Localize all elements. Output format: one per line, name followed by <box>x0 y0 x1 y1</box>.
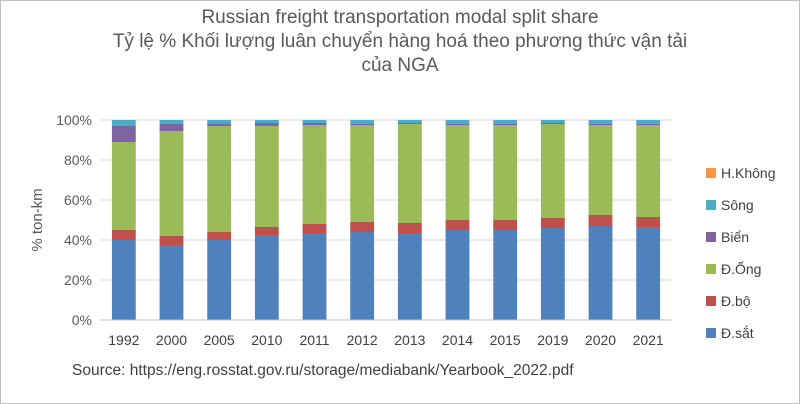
legend-swatch <box>706 328 716 338</box>
bar-segment <box>302 224 327 233</box>
bar-segment <box>302 125 327 224</box>
bar-segment <box>397 233 422 320</box>
bar-segment <box>588 125 613 215</box>
bar-segment <box>302 233 327 320</box>
legend-label: Biển <box>721 229 749 245</box>
x-tick-label: 2013 <box>394 332 425 348</box>
bar-segment <box>207 240 232 320</box>
bar-segment <box>588 215 613 226</box>
legend-swatch <box>706 296 716 306</box>
bar-segment <box>493 125 518 220</box>
bar-segment <box>445 124 470 125</box>
bar-segment <box>445 125 470 220</box>
bar-segment <box>207 126 232 232</box>
bar-segment <box>111 240 136 320</box>
legend-swatch <box>706 232 716 242</box>
bar-segment <box>207 124 232 126</box>
x-tick-label: 2020 <box>585 332 616 348</box>
bar-segment <box>111 120 136 126</box>
bar-segment <box>636 217 661 227</box>
bar-segment <box>254 235 279 320</box>
x-tick-label: 2010 <box>251 332 282 348</box>
bar-segment <box>159 245 184 320</box>
x-tick-label: 2019 <box>537 332 568 348</box>
bar-segment <box>636 125 661 217</box>
legend-label: Sông <box>721 197 754 213</box>
bar-segment <box>254 120 279 123</box>
bar-segment <box>636 124 661 125</box>
bar-segment <box>350 120 375 124</box>
y-axis-label: % ton-km <box>29 188 46 251</box>
bar-segment <box>350 222 375 232</box>
legend-swatch <box>706 200 716 210</box>
chart-title-line-1: Russian freight transportation modal spl… <box>201 7 599 28</box>
bar-segment <box>397 124 422 223</box>
bar-segment <box>159 131 184 236</box>
bar-segment <box>207 120 232 124</box>
y-tick-label: 100% <box>56 112 92 128</box>
bar-segment <box>111 230 136 240</box>
bar-segment <box>207 232 232 240</box>
bar-segment <box>636 227 661 320</box>
bar-segment <box>159 236 184 245</box>
bar-segment <box>540 228 565 320</box>
bar-segment <box>493 230 518 320</box>
bar-segment <box>445 220 470 230</box>
bar-segment <box>397 120 422 123</box>
bar-segment <box>350 124 375 125</box>
x-tick-label: 2012 <box>347 332 378 348</box>
legend-label: Đ.sắt <box>721 325 754 341</box>
x-tick-label: 2015 <box>490 332 521 348</box>
bar-segment <box>493 220 518 230</box>
bar-segment <box>350 232 375 320</box>
bar-segment <box>540 120 565 123</box>
chart-title-line-3: của NGA <box>361 55 439 76</box>
bar-segment <box>350 125 375 222</box>
bar-segment <box>397 223 422 233</box>
legend-swatch <box>706 264 716 274</box>
bar-segment <box>540 123 565 124</box>
bar-segment <box>159 120 184 124</box>
source-note: Source: https://eng.rosstat.gov.ru/stora… <box>72 362 574 379</box>
bar-segment <box>588 120 613 124</box>
bar-segment <box>493 124 518 125</box>
bar-segment <box>159 124 184 131</box>
x-tick-label: 2021 <box>633 332 664 348</box>
chart-title-line-2: Tỷ lệ % Khối lượng luân chuyển hàng hoá … <box>112 31 688 52</box>
y-tick-label: 20% <box>64 272 92 288</box>
bar-segment <box>397 123 422 124</box>
bar-segment <box>254 126 279 227</box>
x-tick-label: 2000 <box>156 332 187 348</box>
x-tick-label: 1992 <box>108 332 139 348</box>
y-tick-label: 0% <box>72 312 92 328</box>
legend-label: H.Không <box>721 165 775 181</box>
bar-segment <box>445 120 470 124</box>
x-tick-label: 2005 <box>204 332 235 348</box>
legend-swatch <box>706 168 716 178</box>
bar-segment <box>111 142 136 230</box>
y-tick-label: 40% <box>64 232 92 248</box>
y-tick-label: 80% <box>64 152 92 168</box>
legend-label: Đ.bộ <box>721 293 751 309</box>
x-tick-label: 2011 <box>299 332 329 348</box>
bar-segment <box>636 120 661 124</box>
bar-segment <box>493 120 518 124</box>
bar-segment <box>540 218 565 228</box>
bar-segment <box>588 124 613 125</box>
bar-segment <box>302 123 327 125</box>
x-tick-label: 2014 <box>442 332 473 348</box>
bar-segment <box>540 124 565 218</box>
bar-segment <box>302 120 327 123</box>
bar-segment <box>254 123 279 126</box>
legend-label: Đ.Ống <box>721 260 761 277</box>
bar-segment <box>588 226 613 320</box>
bar-segment <box>254 227 279 235</box>
y-tick-label: 60% <box>64 192 92 208</box>
bar-segment <box>445 230 470 320</box>
bar-segment <box>111 126 136 142</box>
